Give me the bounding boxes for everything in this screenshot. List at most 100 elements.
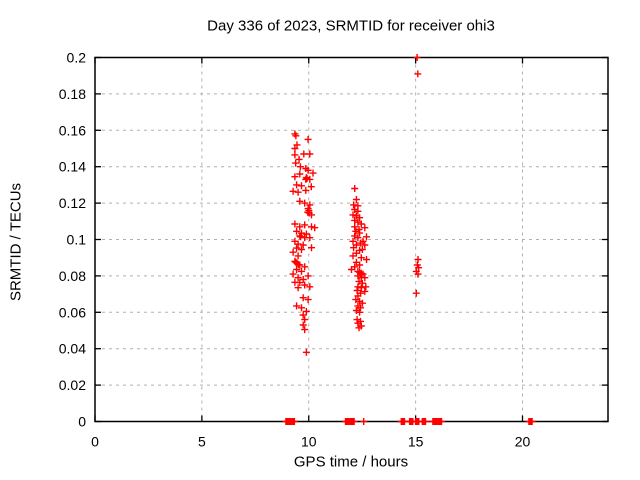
data-point — [354, 207, 362, 215]
data-point — [301, 326, 309, 334]
data-point — [301, 199, 309, 207]
data-point — [361, 241, 369, 249]
y-tick-label: 0 — [78, 414, 86, 430]
data-point — [414, 70, 422, 78]
data-point — [300, 150, 308, 158]
data-point — [296, 163, 304, 171]
data-point — [358, 279, 366, 287]
data-point — [296, 170, 304, 178]
data-point — [294, 188, 302, 196]
data-point — [363, 256, 370, 263]
data-point — [363, 233, 370, 241]
data-point — [528, 418, 536, 425]
data-point — [362, 283, 370, 291]
y-tick-label: 0.02 — [59, 377, 86, 393]
data-point — [357, 254, 365, 262]
data-point — [302, 230, 310, 238]
data-point — [357, 274, 365, 282]
data-point — [361, 224, 369, 232]
data-point — [296, 223, 304, 231]
data-point — [298, 182, 305, 190]
x-axis-label: GPS time / hours — [293, 453, 409, 471]
data-point — [291, 145, 299, 152]
data-point — [354, 292, 362, 300]
data-point — [352, 227, 360, 235]
data-point — [304, 296, 312, 304]
data-point — [306, 175, 314, 183]
data-point — [299, 311, 307, 319]
data-point — [356, 214, 364, 222]
data-point — [301, 263, 309, 271]
data-point — [293, 244, 301, 252]
data-point — [296, 197, 304, 205]
data-point — [357, 304, 364, 312]
y-tick-label: 0.2 — [67, 50, 87, 66]
chart-title: Day 336 of 2023, SRMTID for receiver ohi… — [207, 17, 495, 35]
y-tick-label: 0.14 — [59, 159, 86, 175]
data-point — [354, 234, 362, 242]
y-tick-label: 0.12 — [59, 195, 86, 211]
data-point — [295, 261, 302, 269]
data-point — [350, 418, 358, 425]
data-point — [304, 272, 312, 280]
data-point — [311, 224, 319, 232]
data-point — [299, 294, 307, 302]
data-point — [348, 266, 355, 273]
data-point — [298, 246, 305, 253]
data-point — [309, 169, 317, 177]
x-tick-label: 5 — [198, 434, 206, 450]
data-point — [292, 159, 300, 167]
data-point — [358, 246, 366, 253]
data-point — [357, 220, 365, 228]
data-point — [357, 284, 365, 292]
data-point — [302, 307, 310, 315]
x-tick-label: 10 — [301, 434, 317, 450]
data-point — [289, 187, 297, 195]
data-point — [301, 316, 309, 324]
data-point — [360, 418, 368, 425]
data-point — [304, 208, 312, 216]
data-point — [293, 141, 301, 149]
data-point — [293, 181, 301, 189]
data-point — [356, 308, 364, 316]
data-point — [298, 304, 305, 312]
x-tick-label: 0 — [91, 434, 99, 450]
x-tick-label: 15 — [408, 434, 424, 450]
data-point — [304, 135, 312, 143]
y-tick-label: 0.18 — [59, 86, 86, 102]
data-point — [413, 54, 421, 61]
data-point — [304, 166, 312, 174]
y-tick-label: 0.04 — [59, 341, 86, 357]
data-point — [306, 234, 314, 242]
data-point — [292, 132, 300, 140]
data-point — [289, 248, 297, 256]
data-point — [293, 266, 301, 273]
data-point — [301, 221, 309, 229]
data-point — [355, 324, 363, 332]
data-point — [351, 185, 359, 192]
data-point — [299, 241, 307, 249]
x-tick-label: 20 — [515, 434, 531, 450]
data-point — [302, 186, 310, 194]
data-point — [295, 155, 303, 163]
data-point — [296, 279, 304, 287]
data-point — [299, 321, 307, 329]
y-tick-label: 0.1 — [67, 232, 87, 248]
data-point — [414, 270, 422, 278]
data-point — [351, 223, 359, 231]
data-point — [308, 211, 315, 219]
data-point — [290, 418, 298, 425]
data-point — [350, 201, 358, 209]
data-point — [291, 220, 299, 228]
data-point — [350, 244, 358, 252]
data-point — [307, 183, 315, 191]
data-point — [349, 211, 357, 219]
data-point — [358, 299, 366, 307]
data-point — [302, 348, 310, 356]
data-point — [422, 418, 429, 425]
data-point — [294, 252, 302, 260]
data-point — [291, 151, 299, 159]
data-point — [354, 283, 362, 291]
data-point — [415, 264, 423, 272]
